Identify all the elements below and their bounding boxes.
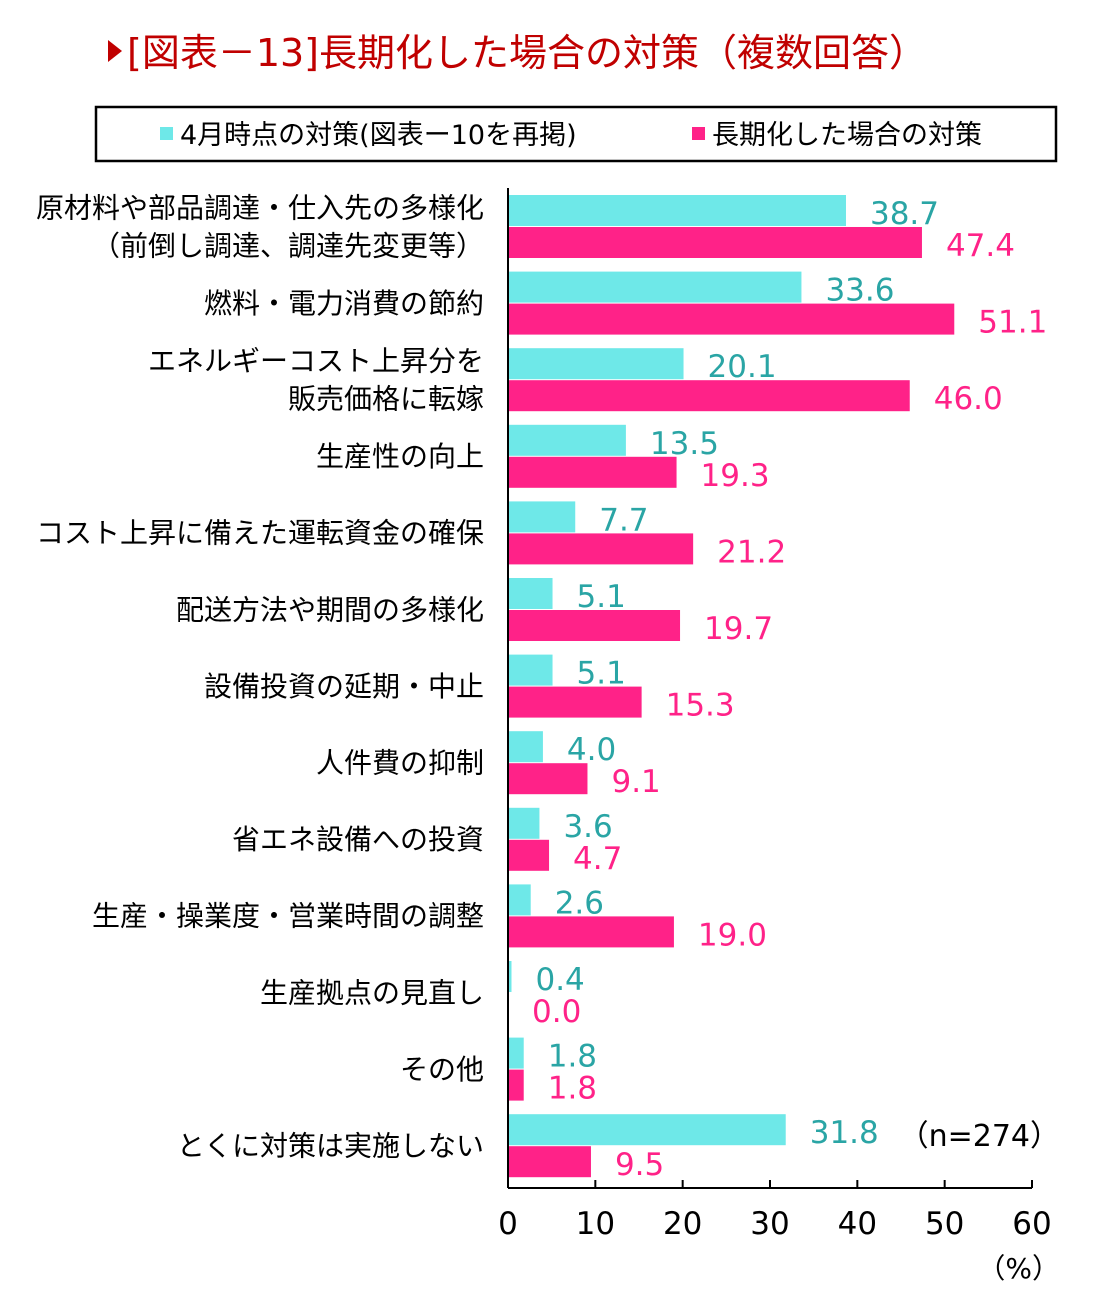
bar-prolonged — [508, 916, 674, 948]
category-label: 生産・操業度・営業時間の調整 — [92, 900, 484, 933]
legend-label-1: 長期化した場合の対策 — [712, 120, 982, 151]
data-label: 5.1 — [577, 656, 626, 692]
category-label: その他 — [400, 1053, 484, 1086]
data-label: 9.1 — [611, 764, 660, 800]
title-marker-icon — [108, 40, 122, 62]
bar-prolonged — [508, 380, 910, 412]
category-label: エネルギーコスト上昇分を販売価格に転嫁 — [148, 345, 484, 416]
bar-prolonged — [508, 686, 642, 718]
data-label: 0.4 — [535, 962, 584, 998]
data-label: 51.1 — [978, 305, 1047, 341]
bar-prolonged — [508, 456, 677, 488]
bar-april — [508, 271, 802, 303]
bar-april — [508, 807, 540, 839]
category-label: 生産拠点の見直し — [260, 976, 484, 1009]
category-label: 省エネ設備への投資 — [232, 823, 484, 856]
bar-april — [508, 348, 684, 380]
data-label: 7.7 — [599, 502, 648, 538]
category-label: とくに対策は実施しない — [177, 1130, 484, 1163]
data-label: 13.5 — [650, 426, 719, 462]
bar-prolonged — [508, 839, 550, 871]
legend-swatch-1 — [692, 127, 705, 140]
data-label: 19.7 — [704, 611, 773, 647]
data-label: 33.6 — [825, 273, 894, 309]
bar-prolonged — [508, 763, 588, 795]
bar-prolonged — [508, 1069, 524, 1101]
bar-april — [508, 424, 626, 456]
data-label: 31.8 — [810, 1115, 879, 1151]
bar-april — [508, 1114, 786, 1146]
bar-prolonged — [508, 1146, 591, 1178]
data-label: 0.0 — [532, 994, 581, 1030]
bar-april — [508, 195, 846, 226]
bar-april — [508, 1037, 524, 1069]
data-label: 38.7 — [870, 196, 939, 232]
bar-april — [508, 884, 531, 916]
category-label: 燃料・電力消費の節約 — [204, 287, 484, 320]
data-label: 2.6 — [555, 885, 604, 921]
data-label: 19.3 — [701, 458, 770, 494]
data-label: 21.2 — [717, 534, 786, 570]
category-label: 生産性の向上 — [316, 440, 484, 473]
bar-april — [508, 501, 576, 533]
data-label: 47.4 — [946, 228, 1015, 264]
category-label: コスト上昇に備えた運転資金の確保 — [36, 517, 484, 550]
legend-label-0: 4月時点の対策(図表ー10を再掲) — [180, 120, 577, 151]
chart-title: [図表－13]長期化した場合の対策（複数回答） — [127, 31, 927, 75]
data-label: 3.6 — [563, 809, 612, 845]
data-label: 19.0 — [698, 917, 767, 953]
bar-prolonged — [508, 610, 681, 641]
bar-prolonged — [508, 303, 955, 335]
bar-april — [508, 578, 553, 609]
data-label: 5.1 — [577, 579, 626, 615]
data-label: 15.3 — [666, 688, 735, 724]
legend-box — [94, 105, 1058, 163]
x-tick-label: 30 — [750, 1206, 789, 1242]
data-label: 4.7 — [573, 841, 622, 877]
data-label: 1.8 — [548, 1039, 597, 1075]
data-label: 9.5 — [615, 1147, 664, 1183]
bar-april — [508, 654, 553, 686]
bar-april — [508, 961, 512, 992]
data-label: 20.1 — [708, 349, 777, 385]
bar-prolonged — [508, 227, 922, 258]
x-tick-label: 20 — [663, 1206, 702, 1242]
data-label: 46.0 — [934, 381, 1003, 417]
bar-prolonged — [508, 533, 694, 565]
sample-size-annotation: （n=274） — [899, 1119, 1060, 1154]
bar-april — [508, 731, 543, 763]
category-label: 原材料や部品調達・仕入先の多様化（前倒し調達、調達先変更等） — [36, 191, 484, 262]
legend-swatch-0 — [160, 127, 173, 140]
data-label: 4.0 — [567, 732, 616, 768]
category-label: 人件費の抑制 — [316, 747, 484, 780]
x-tick-label: 60 — [1012, 1206, 1051, 1242]
category-label: 配送方法や期間の多様化 — [176, 593, 484, 626]
category-label: 設備投資の延期・中止 — [204, 670, 484, 703]
x-tick-label: 40 — [838, 1206, 877, 1242]
x-tick-label: 50 — [925, 1206, 964, 1242]
x-tick-label: 10 — [576, 1206, 615, 1242]
x-tick-label: 0 — [498, 1206, 518, 1242]
data-label: 1.8 — [548, 1071, 597, 1107]
x-axis-unit: （%） — [977, 1252, 1060, 1285]
